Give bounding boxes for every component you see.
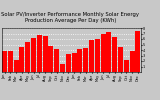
Bar [89, 40, 94, 72]
Bar [2, 51, 7, 72]
Bar [101, 34, 106, 72]
Bar [37, 35, 42, 72]
Bar [60, 64, 65, 72]
Bar [135, 31, 140, 72]
Bar [48, 46, 53, 72]
Bar [43, 36, 48, 72]
Bar [19, 47, 24, 72]
Bar [95, 39, 100, 72]
Bar [130, 51, 135, 72]
Text: Solar PV/Inverter Performance Monthly Solar Energy Production Average Per Day (K: Solar PV/Inverter Performance Monthly So… [1, 12, 139, 23]
Bar [124, 60, 129, 72]
Bar [72, 53, 77, 72]
Bar [106, 32, 111, 72]
Bar [118, 47, 123, 72]
Bar [14, 60, 19, 72]
Bar [25, 42, 30, 72]
Bar [31, 38, 36, 72]
Bar [54, 49, 59, 72]
Bar [77, 50, 82, 72]
Bar [66, 54, 71, 72]
Bar [83, 48, 88, 72]
Bar [112, 37, 117, 72]
Bar [8, 50, 13, 72]
